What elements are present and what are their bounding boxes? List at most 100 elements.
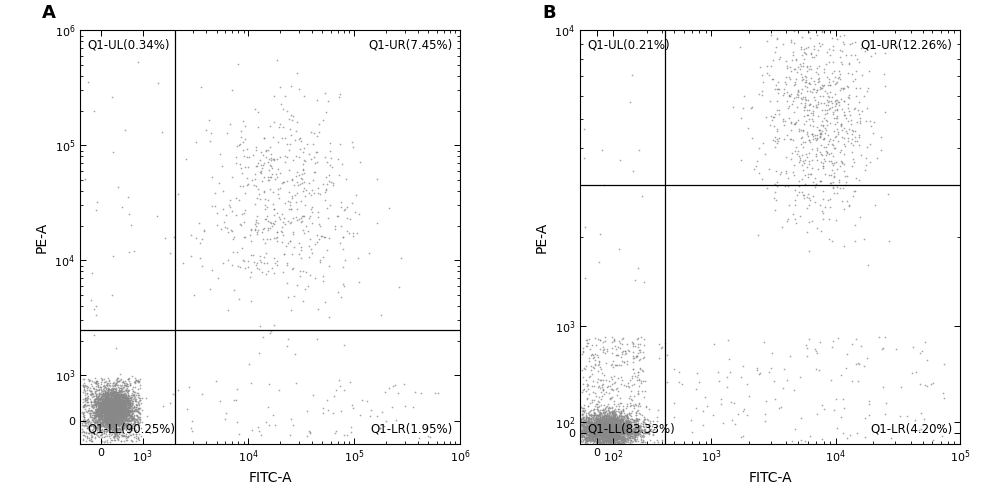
Point (92, 394, 108, 402)
Point (595, 436, 611, 445)
Point (611, 416, 627, 424)
Point (582, 425, 598, 433)
Point (603, 414, 619, 422)
Point (591, 426, 607, 434)
Point (113, 402, 129, 410)
Point (586, 427, 602, 435)
Point (606, 418, 622, 426)
Point (291, 171, 307, 179)
Point (602, 420, 618, 428)
Point (572, 422, 588, 430)
Point (106, 407, 122, 415)
Point (620, 431, 636, 439)
Point (812, 132, 828, 140)
Point (100, 394, 116, 402)
Point (608, 361, 624, 369)
Point (784, 437, 800, 446)
Point (107, 403, 123, 411)
Point (589, 434, 605, 442)
Point (218, 211, 234, 219)
Point (827, 90, 843, 98)
Point (107, 394, 123, 402)
Point (822, 135, 838, 143)
Point (604, 423, 620, 431)
Point (628, 427, 644, 435)
Point (94, 417, 110, 425)
Point (100, 400, 116, 408)
Point (93, 410, 109, 418)
Point (111, 420, 127, 428)
Point (584, 421, 600, 429)
Point (600, 428, 616, 436)
Point (591, 358, 607, 366)
Point (596, 433, 612, 442)
Point (599, 419, 615, 427)
Point (598, 414, 614, 422)
Point (105, 407, 121, 415)
Point (107, 415, 123, 423)
Point (85, 408, 101, 416)
Point (77, 381, 93, 389)
Point (592, 415, 608, 423)
Point (580, 437, 596, 445)
Point (792, 212, 808, 220)
Point (588, 421, 604, 429)
Point (130, 385, 146, 393)
Point (127, 426, 143, 434)
Point (594, 423, 610, 431)
Point (77, 397, 93, 405)
Point (117, 408, 133, 416)
Point (590, 423, 606, 431)
Point (778, 166, 794, 174)
Point (800, 96, 816, 104)
Point (117, 411, 133, 419)
Point (787, 147, 803, 155)
Point (115, 407, 131, 415)
Point (100, 399, 116, 407)
Point (631, 429, 647, 437)
Point (106, 401, 122, 409)
Point (374, 408, 390, 416)
Point (113, 410, 129, 418)
Point (587, 422, 603, 430)
Point (600, 437, 616, 446)
Point (102, 407, 118, 415)
Point (595, 436, 611, 444)
Point (90, 396, 106, 404)
Point (77, 418, 93, 426)
Point (787, 196, 803, 204)
Point (118, 425, 134, 433)
Point (607, 429, 623, 437)
Point (112, 413, 128, 421)
Point (611, 402, 627, 410)
Point (90, 412, 106, 420)
Point (93, 411, 109, 419)
Point (92, 396, 108, 404)
Point (616, 422, 632, 430)
Point (590, 438, 606, 447)
Point (598, 421, 614, 429)
Point (598, 431, 614, 439)
Point (250, 108, 266, 116)
Point (603, 436, 619, 444)
Point (107, 410, 123, 418)
Point (105, 383, 121, 391)
Point (636, 432, 652, 440)
Point (112, 399, 128, 407)
Point (596, 412, 612, 420)
Point (596, 423, 612, 431)
Point (912, 349, 928, 357)
Point (611, 420, 627, 428)
Point (121, 403, 137, 411)
Point (98, 422, 114, 430)
Point (600, 406, 616, 414)
Point (606, 409, 622, 417)
Point (795, 191, 811, 199)
Point (128, 391, 144, 399)
Point (128, 430, 144, 438)
Point (105, 388, 121, 396)
Point (615, 402, 631, 410)
Point (110, 392, 126, 400)
Point (102, 410, 118, 418)
Point (84, 415, 100, 423)
